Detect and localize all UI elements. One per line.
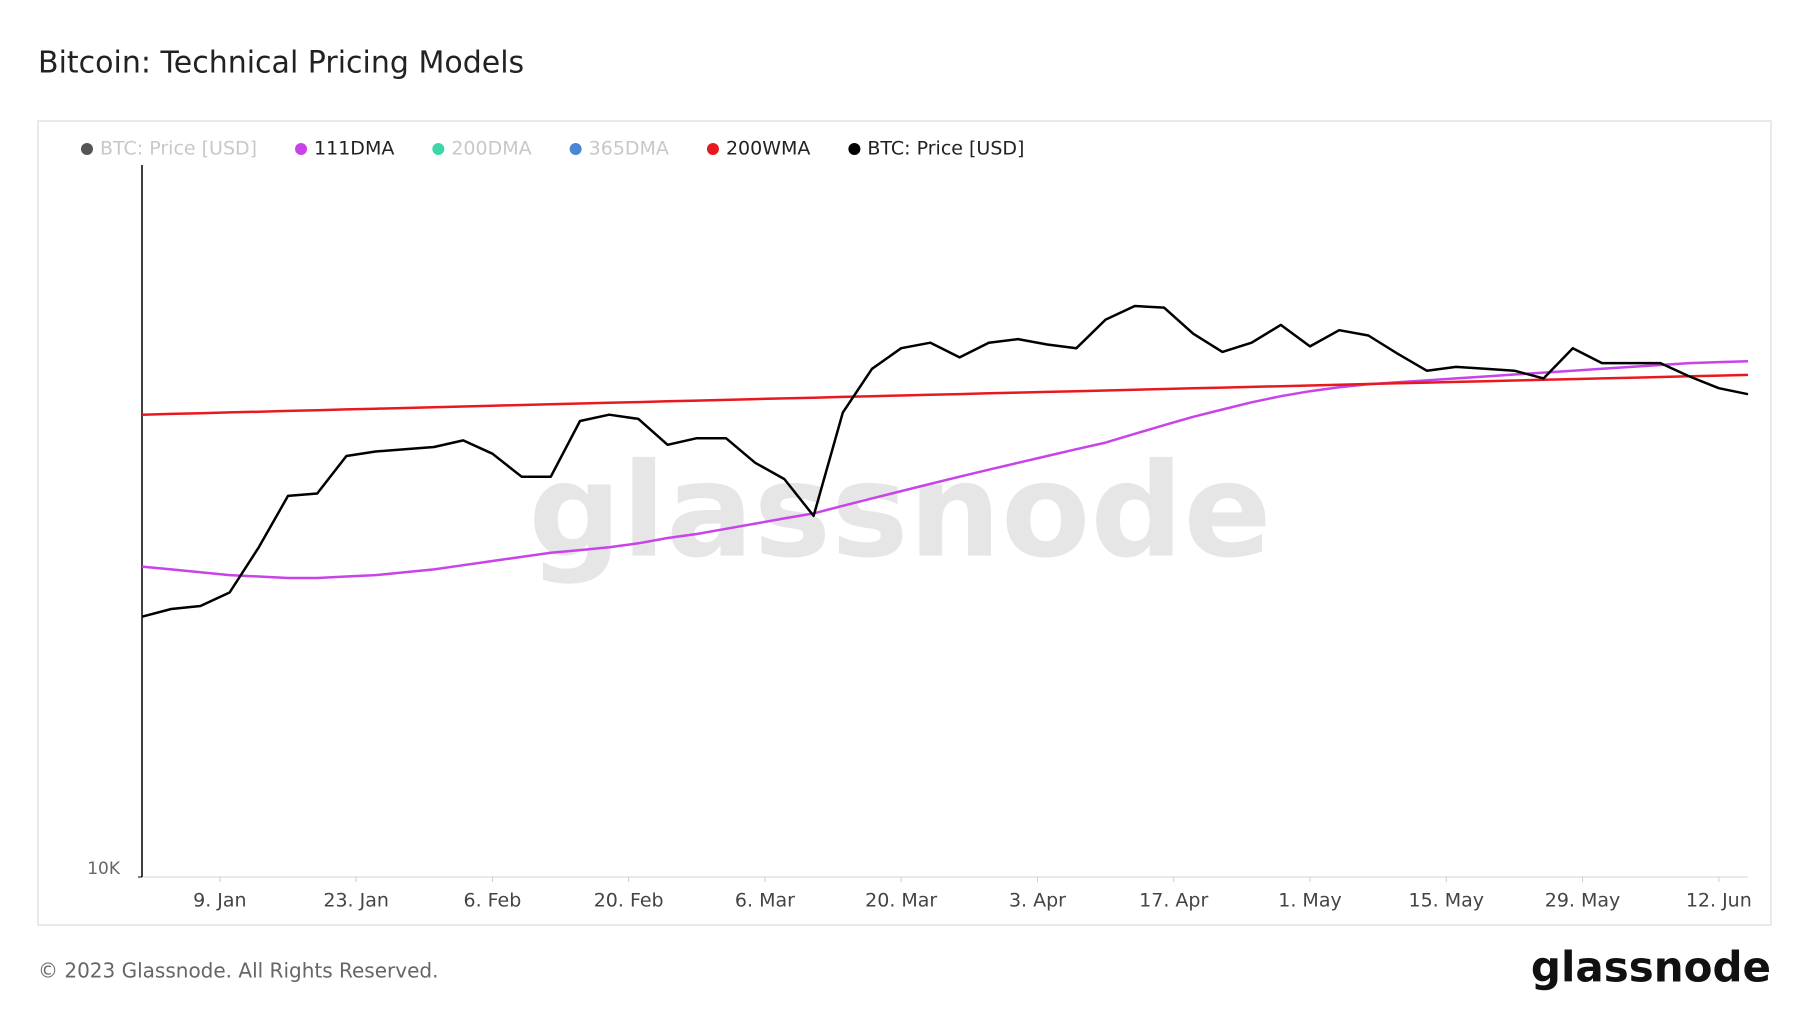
legend-swatch [81, 143, 93, 155]
x-tick-label: 23. Jan [323, 890, 389, 912]
x-tick-label: 12. Jun [1686, 890, 1752, 912]
chart-frame [37, 120, 1772, 926]
x-tick-label: 9. Jan [193, 890, 246, 912]
x-tick-label: 20. Mar [865, 890, 937, 912]
legend-swatch [295, 143, 308, 155]
series-line [141, 359, 1749, 580]
legend-label: 111DMA [314, 138, 394, 160]
x-tick-label: 15. May [1408, 890, 1484, 912]
x-tick-label: 1. May [1278, 890, 1341, 912]
chart-title: Bitcoin: Technical Pricing Models [38, 46, 524, 81]
watermark: glassnode [528, 435, 1271, 587]
legend-swatch [706, 143, 719, 155]
x-tick-label: 17. Apr [1139, 890, 1208, 912]
legend-label: BTC: Price [USD] [867, 138, 1024, 160]
legend-label: 365DMA [589, 138, 669, 160]
legend-swatch [432, 143, 445, 155]
logo: glassnode [1531, 943, 1771, 992]
legend-label: 200WMA [726, 138, 810, 160]
x-tick-label: 6. Mar [735, 890, 795, 912]
x-tick-label: 3. Apr [1009, 890, 1066, 912]
series-line [141, 304, 1749, 618]
legend-label: BTC: Price [USD] [100, 138, 257, 160]
footer: © 2023 Glassnode. All Rights Reserved. [38, 959, 438, 983]
legend-label: 200DMA [451, 138, 531, 160]
x-tick-label: 29. May [1545, 890, 1621, 912]
series-line [141, 373, 1749, 416]
x-tick-label: 20. Feb [594, 890, 664, 912]
y-tick-label: 10K [87, 859, 121, 879]
legend-swatch [569, 143, 582, 155]
legend-swatch [848, 143, 861, 155]
x-tick-label: 6. Feb [463, 890, 521, 912]
